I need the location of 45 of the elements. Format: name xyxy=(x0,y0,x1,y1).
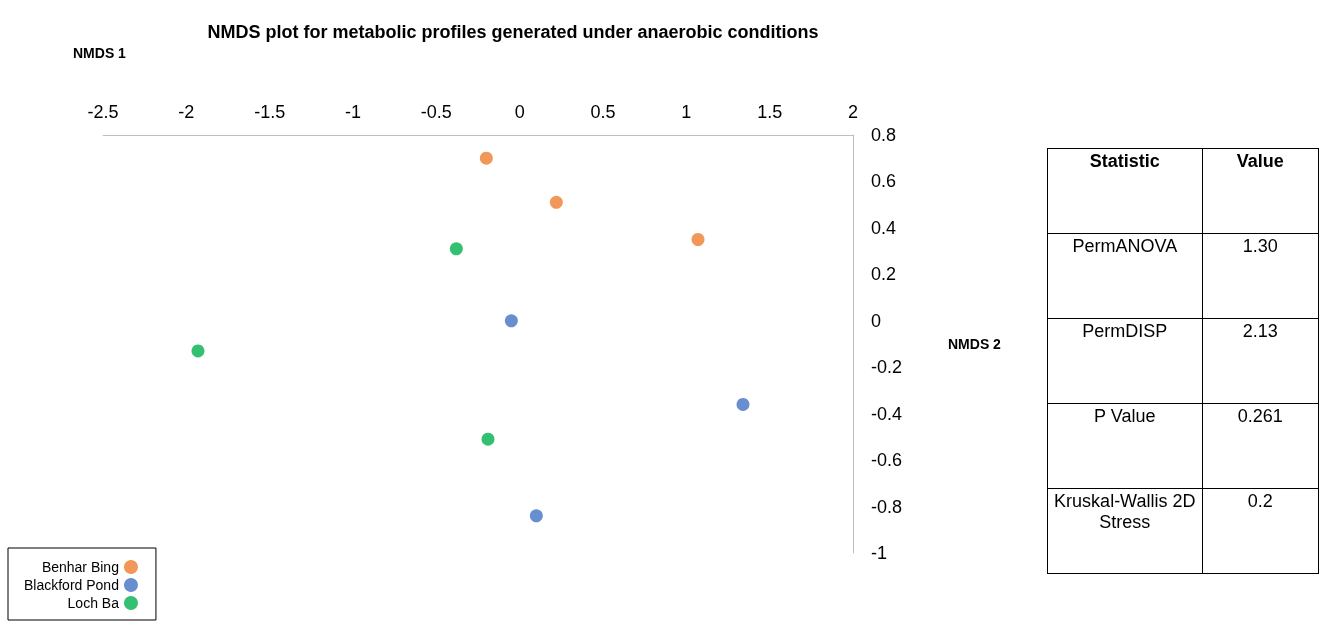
y-tick-label: 0.6 xyxy=(871,171,897,192)
text: Value xyxy=(1202,148,1319,234)
legend-label: Loch Ba xyxy=(67,595,120,611)
x-tick-label: -2.5 xyxy=(87,102,119,122)
point xyxy=(479,151,493,165)
y-tick-label: 0.2 xyxy=(871,264,897,285)
point xyxy=(529,509,543,523)
text: 2.13 xyxy=(1202,318,1319,404)
x-tick-label: 1 xyxy=(681,102,692,122)
x-axis-title: NMDS 1 xyxy=(73,45,127,61)
text: PermDISP xyxy=(1047,318,1203,404)
x-tick-label: -2 xyxy=(178,102,195,122)
legend-label: Benhar Bing xyxy=(41,559,119,575)
y-tick-label: 0.4 xyxy=(871,217,897,238)
x-tick-label: -1 xyxy=(344,102,362,122)
y-tick-label: -0.8 xyxy=(871,496,903,517)
y-axis-title: NMDS 2 xyxy=(948,336,1002,352)
point xyxy=(481,432,495,446)
y-tick-label: -1 xyxy=(871,543,888,563)
legend-label: Blackford Pond xyxy=(23,577,119,593)
x-tick-label: 1.5 xyxy=(757,102,783,122)
text: 0.261 xyxy=(1202,403,1319,489)
text: P Value xyxy=(1047,403,1203,489)
text: Statistic xyxy=(1047,148,1203,234)
point xyxy=(549,195,563,209)
y-tick-label: -0.6 xyxy=(871,450,903,471)
y-tick-label: 0.8 xyxy=(871,125,897,145)
y-tick-label: 0 xyxy=(871,310,882,331)
x-tick-label: 0 xyxy=(514,102,525,122)
text: 1.30 xyxy=(1202,233,1319,319)
x-tick-label: -1.5 xyxy=(254,102,286,122)
text: 0.2 xyxy=(1202,488,1319,574)
y-tick-label: -0.2 xyxy=(871,357,903,378)
text: Kruskal-Wallis 2D Stress xyxy=(1047,488,1203,574)
text: PermANOVA xyxy=(1047,233,1203,319)
x-tick-label: -0.5 xyxy=(420,102,452,122)
point xyxy=(191,344,205,358)
x-tick-label: 0.5 xyxy=(590,102,616,122)
point xyxy=(691,233,705,246)
y-tick-label: -0.4 xyxy=(871,403,903,424)
point xyxy=(504,314,518,328)
point xyxy=(736,397,750,411)
x-tick-label: 2 xyxy=(847,102,859,122)
chart-title: NMDS plot for metabolic profiles generated under anaerobic conditions xyxy=(207,22,819,42)
point xyxy=(449,242,463,256)
